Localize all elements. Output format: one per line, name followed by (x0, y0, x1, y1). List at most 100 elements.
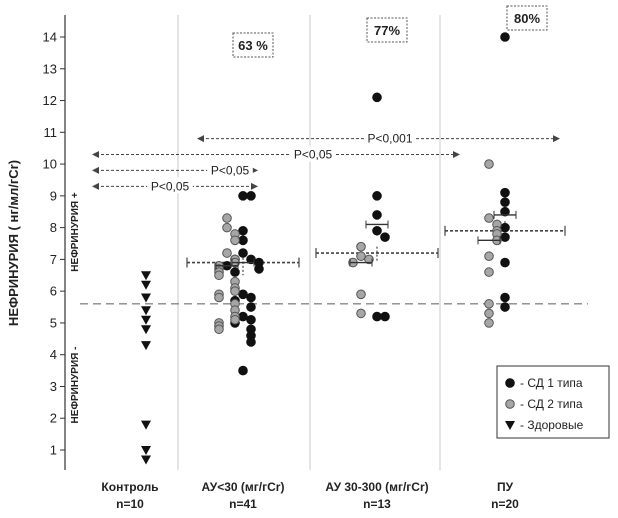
legend: - СД 1 типа - СД 2 типа - Здоровые (496, 365, 610, 439)
point-s1-c2-3 (372, 210, 382, 220)
percent-boxes: 63 % 77% 80% (232, 5, 548, 58)
percent-box-2 (232, 32, 274, 58)
comparison-label-4: P<0,001 (367, 132, 412, 146)
point-s3-c0-7 (141, 341, 151, 351)
point-s2-c3-8 (484, 267, 494, 277)
point-s1-c1-23 (238, 365, 248, 376)
comparison-label-1: P<0,05 (151, 179, 190, 193)
point-s1-c1-17 (238, 311, 248, 322)
point-s3-c0-8 (141, 420, 151, 430)
legend-marker-2 (505, 399, 515, 409)
point-s1-c1-11 (254, 264, 264, 274)
point-s1-c3-8 (500, 292, 510, 303)
point-s1-c1-14 (246, 292, 256, 303)
point-s2-c1-20 (230, 314, 240, 325)
point-s1-c3-6 (500, 232, 510, 242)
point-s2-c2-2 (356, 251, 366, 262)
y-tick-label-7: 7 (50, 252, 57, 267)
zone-label-positive: НЕФРИНУРИЯ + (70, 192, 81, 272)
point-s2-c3-9 (484, 299, 494, 309)
point-s1-c1-12 (230, 267, 240, 277)
y-tick-label-4: 4 (50, 347, 57, 362)
comparison-arrow-right-4 (553, 135, 560, 143)
comparison-label-2: P<0,05 (211, 163, 250, 177)
category-n-3: n=13 (363, 497, 391, 511)
legend-box (496, 365, 610, 439)
comparison-arrow-right-3 (453, 151, 460, 159)
legend-label-3: - Здоровые (520, 418, 584, 432)
comparison-label-bg-4 (363, 129, 417, 146)
point-s1-c1-1 (238, 191, 248, 201)
point-s2-c2-1 (356, 241, 366, 252)
y-tick-label-9: 9 (50, 188, 57, 203)
point-s1-c1-16 (246, 302, 256, 312)
point-s1-c3-2 (500, 187, 510, 198)
y-tick-label-11: 11 (44, 125, 58, 140)
category-n-4: n=20 (491, 497, 519, 511)
point-s1-c2-2 (372, 191, 382, 201)
point-s1-c3-3 (500, 197, 510, 207)
point-s3-c0-2 (141, 280, 151, 290)
category-n-1: n=10 (116, 497, 144, 511)
point-s1-c3-5 (500, 222, 510, 233)
point-s1-c1-3 (238, 225, 248, 236)
series-summary-bars (215, 210, 517, 270)
point-s1-c1-18 (246, 314, 256, 325)
point-s1-c1-5 (238, 248, 248, 258)
point-s2-c3-2 (484, 213, 494, 223)
point-s2-c3-11 (484, 318, 494, 328)
y-axis-label: НЕФРИНУРИЯ ( нг/мл/гCr) (6, 160, 21, 326)
comparison-arrows: P<0,05 P<0,05 P<0,05 P<0,001 (92, 129, 560, 194)
point-s1-c2-7 (380, 311, 390, 322)
comparison-label-bg-1 (147, 177, 193, 194)
point-s1-c3-4 (500, 206, 510, 217)
point-s3-c0-5 (141, 315, 151, 325)
y-tick-label-13: 13 (43, 61, 57, 76)
point-s2-c1-16 (214, 292, 224, 303)
group-dividers (177, 15, 441, 470)
percent-label-4: 80% (514, 11, 540, 26)
point-s3-c0-1 (141, 271, 151, 281)
comparison-arrow-left-3 (92, 151, 99, 159)
y-tick-label-10: 10 (43, 157, 57, 172)
zone-label-negative: НЕФРИНУРИЯ - (70, 347, 81, 424)
point-s1-c3-9 (500, 302, 510, 312)
point-s1-c3-1 (500, 32, 510, 42)
y-tick-label-12: 12 (43, 93, 57, 108)
y-tick-label-3: 3 (50, 379, 57, 394)
category-label-1: Контроль (101, 480, 158, 494)
category-n-2: n=41 (229, 497, 257, 511)
point-s2-c2-3 (364, 254, 374, 265)
point-s1-c1-4 (238, 235, 248, 246)
comparison-label-3: P<0,05 (294, 148, 333, 162)
comparison-label-bg-3 (290, 145, 336, 162)
category-label-3: АУ 30-300 (мг/гCr) (325, 480, 428, 494)
legend-marker-1 (505, 378, 515, 388)
point-s1-c3-7 (500, 257, 510, 268)
percent-label-2: 63 % (238, 38, 268, 53)
legend-marker-3 (505, 421, 515, 430)
point-s1-c1-2 (246, 191, 256, 201)
point-s2-c2-5 (356, 289, 366, 300)
point-s2-c1-5 (222, 248, 232, 258)
category-label-2: АУ<30 (мг/гCr) (202, 480, 285, 494)
point-s2-c1-4 (230, 235, 240, 246)
y-tick-label-6: 6 (50, 284, 57, 299)
comparison-arrow-left-4 (197, 135, 204, 143)
point-s1-c2-6 (372, 311, 382, 322)
point-s3-c0-9 (141, 446, 151, 455)
point-s2-c1-14 (230, 286, 240, 296)
y-tick-label-5: 5 (50, 315, 57, 330)
percent-box-3 (366, 17, 408, 43)
point-s3-c0-4 (141, 306, 151, 316)
point-s2-c2-6 (356, 308, 366, 319)
point-s2-c1-2 (222, 222, 232, 233)
point-s1-c1-6 (246, 254, 256, 265)
point-s2-c3-1 (484, 159, 494, 169)
point-s1-c2-5 (380, 232, 390, 242)
legend-label-1: - СД 1 типа (520, 376, 583, 390)
y-tick-label-8: 8 (50, 220, 57, 235)
category-labels: Контроль n=10 АУ<30 (мг/гCr) n=41 АУ 30-300 … (101, 480, 519, 511)
legend-label-2: - СД 2 типа (520, 397, 583, 411)
